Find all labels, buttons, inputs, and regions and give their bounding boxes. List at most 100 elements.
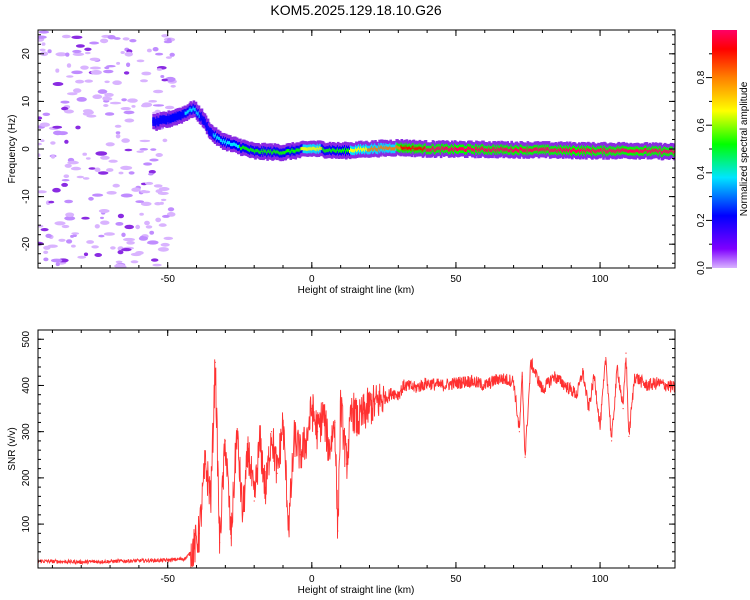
noise-blob [97,89,108,94]
noise-blob [54,221,66,226]
noise-blob [121,232,126,237]
noise-blob [43,257,49,262]
noise-blob [106,65,116,68]
snr-anchor-point [530,361,532,363]
noise-blob [140,201,152,206]
noise-blob [39,48,46,52]
noise-blob [94,224,100,229]
noise-blob [81,216,90,220]
noise-blob [89,57,100,61]
noise-blob [165,56,172,59]
noise-blob [64,139,69,144]
noise-blob [55,262,60,267]
noise-blob [106,191,117,195]
noise-blob [118,171,124,175]
noise-blob [71,232,80,235]
snr-anchor-point [386,396,388,398]
snr-anchor-point [498,377,500,380]
snr-anchor-point [337,530,339,532]
noise-blob [77,255,87,259]
snr-anchor-point [455,382,457,384]
noise-blob [148,170,156,174]
noise-blob [105,142,115,147]
noise-blob [66,75,74,78]
noise-blob [106,168,114,172]
noise-blob [61,34,71,39]
x-tick-label: 50 [450,274,462,285]
snr-anchor-point [524,456,526,458]
noise-blob [72,234,77,238]
noise-blob [158,187,170,191]
snr-anchor-point [299,454,301,456]
noise-blob [152,104,165,107]
noise-blob [38,116,43,120]
noise-blob [63,174,70,178]
y-tick-label: 20 [21,48,32,60]
noise-blob [50,258,63,263]
snr-anchor-point [214,361,216,363]
snr-anchor-point [351,408,353,410]
noise-blob [40,51,49,57]
noise-blob [95,151,108,156]
noise-blob [152,47,159,52]
noise-blob [112,183,120,188]
snr-frame [37,329,676,569]
noise-blob [89,66,102,70]
noise-blob [129,39,137,43]
snr-anchor-point [374,403,376,405]
snr-anchor-point [247,449,249,451]
noise-blob [149,230,155,235]
colorbar-tick-label: 0.0 [696,261,707,275]
snr-anchor-point [340,403,342,405]
snr-anchor-point [253,500,255,502]
noise-blob [64,199,73,204]
x-tick-label: 0 [309,574,315,585]
noise-blob [55,68,60,73]
noise-blob [104,112,115,116]
snr-anchor-point [440,384,443,387]
noise-blob [124,118,135,123]
y-tick-label: 100 [21,515,32,532]
noise-blob [167,79,175,82]
noise-blob [72,49,82,54]
snr-anchor-point [305,440,307,442]
snr-anchor-point [328,449,330,451]
noise-blob [123,71,130,75]
snr-anchor-point [210,495,212,497]
noise-blob [52,82,64,86]
noise-blob [117,250,124,255]
snr-anchor-point [288,525,290,528]
noise-blob [169,52,175,57]
noise-blob [162,214,170,218]
y-tick-label: 200 [21,469,32,486]
noise-blob [163,40,173,44]
x-tick-label: 0 [309,274,315,285]
noise-blob [115,222,124,226]
noise-blob [161,34,169,38]
noise-blob [83,252,89,257]
noise-blob [161,78,168,82]
noise-blob [66,63,72,68]
noise-blob [147,240,159,245]
noise-blob [40,139,45,142]
noise-blob [140,79,148,83]
noise-blob [80,65,89,70]
noise-blob [103,104,109,107]
noise-blob [167,207,175,212]
noise-blob [52,125,63,129]
noise-blob [61,106,69,111]
noise-blob [38,190,47,194]
noise-blob [146,48,152,53]
snr-anchor-point [605,357,607,359]
noise-blob [61,179,70,182]
noise-blob [64,216,76,221]
noise-blob [156,68,163,71]
noise-blob [67,92,78,96]
noise-blob [38,142,42,146]
snr-anchor-point [426,382,428,384]
y-tick-label: 300 [21,423,32,440]
noise-blob [153,184,163,188]
noise-blob [64,163,72,168]
snr-anchor-point [403,384,405,387]
